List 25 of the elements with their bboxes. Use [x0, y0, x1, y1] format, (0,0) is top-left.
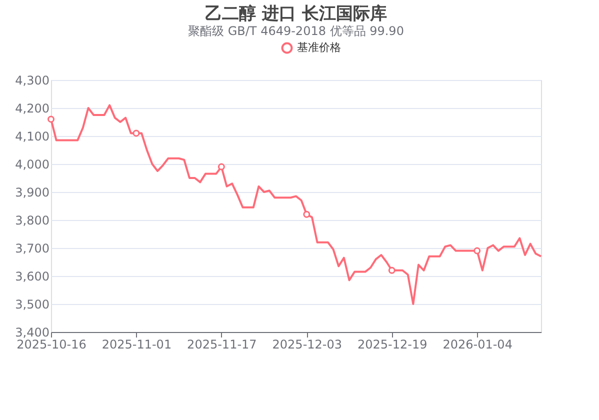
- y-tick-label: 3,700: [15, 242, 50, 256]
- point: [132, 130, 140, 137]
- x-tick-label: 2025-10-16: [16, 338, 86, 352]
- y-tick-label: 3,800: [15, 214, 50, 228]
- y-tick-label: 4,000: [15, 158, 50, 172]
- x-tick-label: 2025-11-01: [102, 338, 172, 352]
- x-tick-label: 2026-01-04: [442, 338, 512, 352]
- y-tick-label: 3,500: [15, 298, 50, 312]
- y-tick-label: 3,900: [15, 186, 50, 200]
- y-tick-label: 4,100: [15, 130, 50, 144]
- chart-subtitle: 聚酯级 GB/T 4649-2018 优等品 99.90: [188, 24, 404, 38]
- y-tick-label: 3,400: [15, 326, 50, 340]
- point: [303, 210, 310, 218]
- y-tick-label: 4,200: [15, 102, 50, 116]
- legend-label: 基准价格: [297, 41, 341, 54]
- x-tick-label: 2025-12-19: [357, 338, 428, 352]
- point: [218, 163, 225, 170]
- point: [388, 266, 396, 274]
- chart-title: 乙二醇 进口 长江国际库: [205, 4, 387, 24]
- x-tick-label: 2025-11-17: [187, 338, 257, 352]
- x-tick-label: 2025-12-03: [272, 338, 342, 352]
- point: [48, 116, 54, 123]
- point: [474, 247, 481, 254]
- y-tick-label: 3,600: [15, 270, 50, 284]
- y-tick-label: 4,300: [15, 74, 50, 88]
